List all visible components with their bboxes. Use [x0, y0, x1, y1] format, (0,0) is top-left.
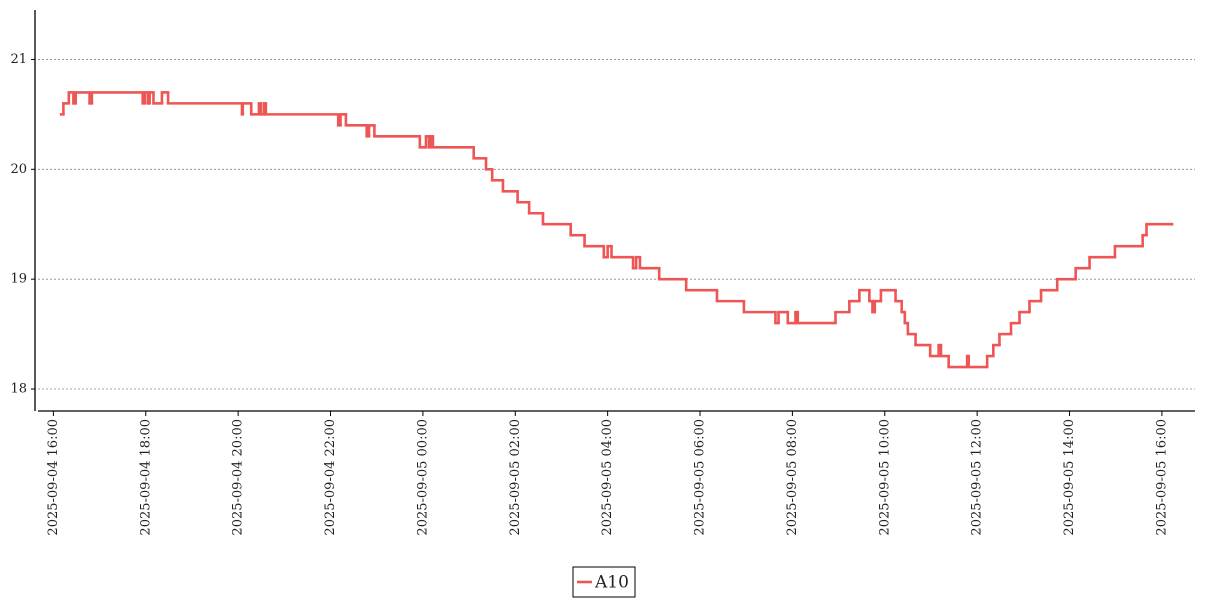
x-tick-label: 2025-09-05 00:00: [415, 419, 430, 536]
x-tick-label: 2025-09-04 20:00: [231, 419, 246, 536]
x-tick-label: 2025-09-05 08:00: [785, 419, 800, 536]
x-tick-label: 2025-09-05 02:00: [508, 419, 523, 536]
y-tick-label: 20: [10, 162, 27, 177]
x-tick-label: 2025-09-05 14:00: [1062, 419, 1077, 536]
x-tick-label: 2025-09-04 22:00: [323, 419, 338, 536]
x-tick-label: 2025-09-05 04:00: [600, 419, 615, 536]
x-tick-label: 2025-09-05 16:00: [1154, 419, 1169, 536]
x-tick-label: 2025-09-05 10:00: [877, 419, 892, 536]
x-tick-label: 2025-09-05 12:00: [970, 419, 985, 536]
y-tick-label: 18: [10, 382, 27, 397]
x-tick-label: 2025-09-05 06:00: [693, 419, 708, 536]
legend-label: A10: [594, 573, 629, 593]
x-tick-label: 2025-09-04 16:00: [46, 419, 61, 536]
y-tick-label: 21: [10, 52, 27, 67]
y-tick-label: 19: [10, 272, 27, 287]
x-tick-label: 2025-09-04 18:00: [138, 419, 153, 536]
